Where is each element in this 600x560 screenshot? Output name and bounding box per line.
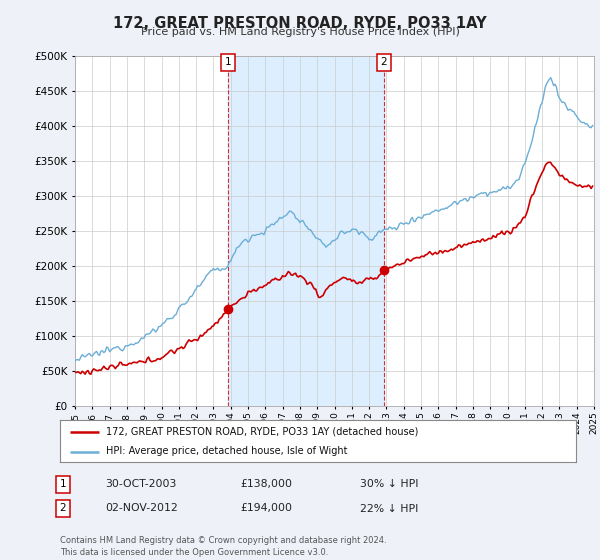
Text: 2: 2 bbox=[59, 503, 67, 514]
Text: Price paid vs. HM Land Registry's House Price Index (HPI): Price paid vs. HM Land Registry's House … bbox=[140, 27, 460, 37]
Text: £194,000: £194,000 bbox=[240, 503, 292, 514]
Text: 172, GREAT PRESTON ROAD, RYDE, PO33 1AY: 172, GREAT PRESTON ROAD, RYDE, PO33 1AY bbox=[113, 16, 487, 31]
Text: 1: 1 bbox=[59, 479, 67, 489]
Text: 22% ↓ HPI: 22% ↓ HPI bbox=[360, 503, 418, 514]
Text: 30-OCT-2003: 30-OCT-2003 bbox=[105, 479, 176, 489]
Text: HPI: Average price, detached house, Isle of Wight: HPI: Average price, detached house, Isle… bbox=[106, 446, 348, 456]
Text: 172, GREAT PRESTON ROAD, RYDE, PO33 1AY (detached house): 172, GREAT PRESTON ROAD, RYDE, PO33 1AY … bbox=[106, 427, 419, 437]
Text: 30% ↓ HPI: 30% ↓ HPI bbox=[360, 479, 419, 489]
Text: 2: 2 bbox=[380, 58, 387, 67]
Bar bbox=[228, 56, 383, 406]
Text: £138,000: £138,000 bbox=[240, 479, 292, 489]
Text: 02-NOV-2012: 02-NOV-2012 bbox=[105, 503, 178, 514]
Text: Contains HM Land Registry data © Crown copyright and database right 2024.
This d: Contains HM Land Registry data © Crown c… bbox=[60, 536, 386, 557]
Text: 1: 1 bbox=[224, 58, 231, 67]
